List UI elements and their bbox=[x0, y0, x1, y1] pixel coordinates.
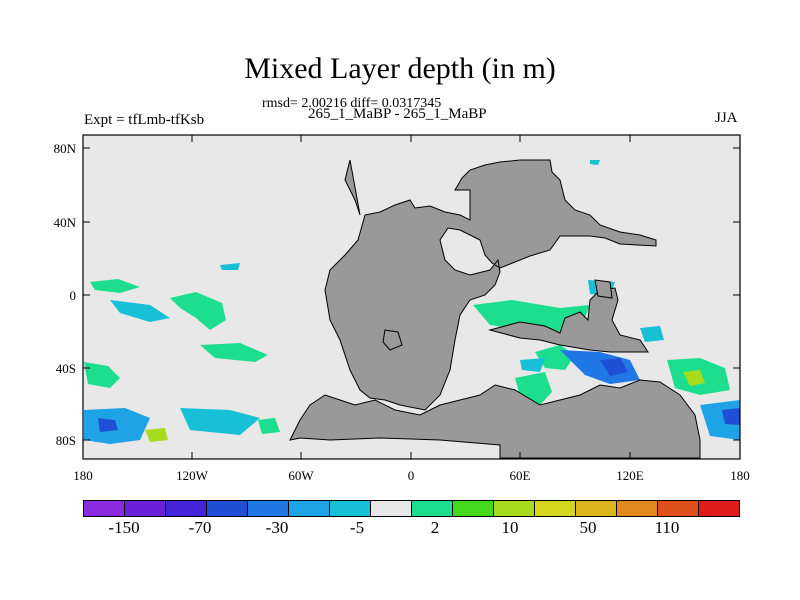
colorbar-label: -5 bbox=[349, 518, 365, 537]
colorbar-label: -150 bbox=[108, 518, 140, 537]
lat-tick-label: 80N bbox=[54, 141, 77, 156]
land-island bbox=[594, 279, 613, 299]
lon-tick-label: 60W bbox=[288, 468, 314, 483]
patch bbox=[640, 326, 664, 342]
colorbar-box bbox=[494, 501, 535, 516]
patch bbox=[90, 279, 140, 293]
colorbar-label: -70 bbox=[188, 518, 212, 537]
land-south-america bbox=[344, 159, 361, 216]
lat-tick-label: 80S bbox=[56, 433, 76, 448]
colorbar-box bbox=[207, 501, 248, 516]
patch bbox=[110, 300, 170, 322]
lat-tick-labels: 80N 40N 0 40S 80S bbox=[54, 141, 77, 448]
lat-axis bbox=[83, 147, 740, 441]
colorbar-box bbox=[576, 501, 617, 516]
colorbar-label: 50 bbox=[579, 518, 597, 537]
colorbar-box bbox=[248, 501, 289, 516]
lon-tick-label: 0 bbox=[408, 468, 415, 483]
patch bbox=[170, 292, 226, 330]
lon-tick-label: 180 bbox=[730, 468, 750, 483]
colorbar bbox=[83, 500, 740, 517]
patch bbox=[258, 418, 280, 434]
positive-anomaly-patches bbox=[84, 279, 730, 442]
land-africa bbox=[324, 159, 657, 411]
stats-line: rmsd= 2.00216 diff= 0.0317345 bbox=[262, 96, 442, 111]
lon-tick-label: 120E bbox=[616, 468, 644, 483]
patch bbox=[200, 343, 268, 362]
colorbar-box bbox=[412, 501, 453, 516]
land-antarctica bbox=[289, 379, 701, 459]
colorbar-box bbox=[453, 501, 494, 516]
colorbar-box bbox=[617, 501, 658, 516]
lon-axis bbox=[82, 135, 741, 459]
patch bbox=[520, 358, 545, 372]
land-island bbox=[382, 329, 403, 351]
patch bbox=[683, 370, 705, 386]
colorbar-label: 110 bbox=[654, 518, 680, 537]
lon-tick-labels: 180 120W 60W 0 60E 120E 180 bbox=[73, 468, 750, 483]
colorbar-label: -30 bbox=[265, 518, 289, 537]
patch bbox=[722, 408, 740, 425]
land-masses bbox=[289, 159, 701, 459]
patch bbox=[98, 418, 118, 432]
experiment-label: Expt = tfLmb-tfKsb bbox=[84, 112, 205, 128]
patch bbox=[180, 408, 260, 435]
cases-line: 265_1_MaBP - 265_1_MaBP bbox=[308, 106, 487, 122]
colorbar-box bbox=[84, 501, 125, 516]
colorbar-box bbox=[699, 501, 739, 516]
patch bbox=[590, 160, 600, 165]
lat-tick-label: 40N bbox=[54, 215, 77, 230]
colorbar-label: 10 bbox=[501, 518, 519, 537]
lon-tick-label: 60E bbox=[510, 468, 531, 483]
lon-tick-label: 120W bbox=[176, 468, 209, 483]
colorbar-box bbox=[166, 501, 207, 516]
patch bbox=[473, 300, 590, 333]
colorbar-label: 2 bbox=[430, 518, 440, 537]
colorbar-box bbox=[125, 501, 166, 516]
patch bbox=[84, 362, 120, 388]
lon-tick-label: 180 bbox=[73, 468, 93, 483]
colorbar-box bbox=[658, 501, 699, 516]
colorbar-box bbox=[371, 501, 412, 516]
patch bbox=[600, 358, 628, 376]
colorbar-box bbox=[289, 501, 330, 516]
colorbar-box bbox=[330, 501, 371, 516]
patch bbox=[145, 428, 168, 442]
patch bbox=[84, 408, 150, 444]
patch bbox=[220, 263, 240, 270]
colorbar-box bbox=[535, 501, 576, 516]
lat-tick-label: 0 bbox=[70, 288, 77, 303]
lat-tick-label: 40S bbox=[56, 361, 76, 376]
plot-title: Mixed Layer depth (in m) bbox=[244, 52, 556, 85]
land-south-block bbox=[488, 287, 649, 353]
season-label: JJA bbox=[715, 110, 738, 126]
